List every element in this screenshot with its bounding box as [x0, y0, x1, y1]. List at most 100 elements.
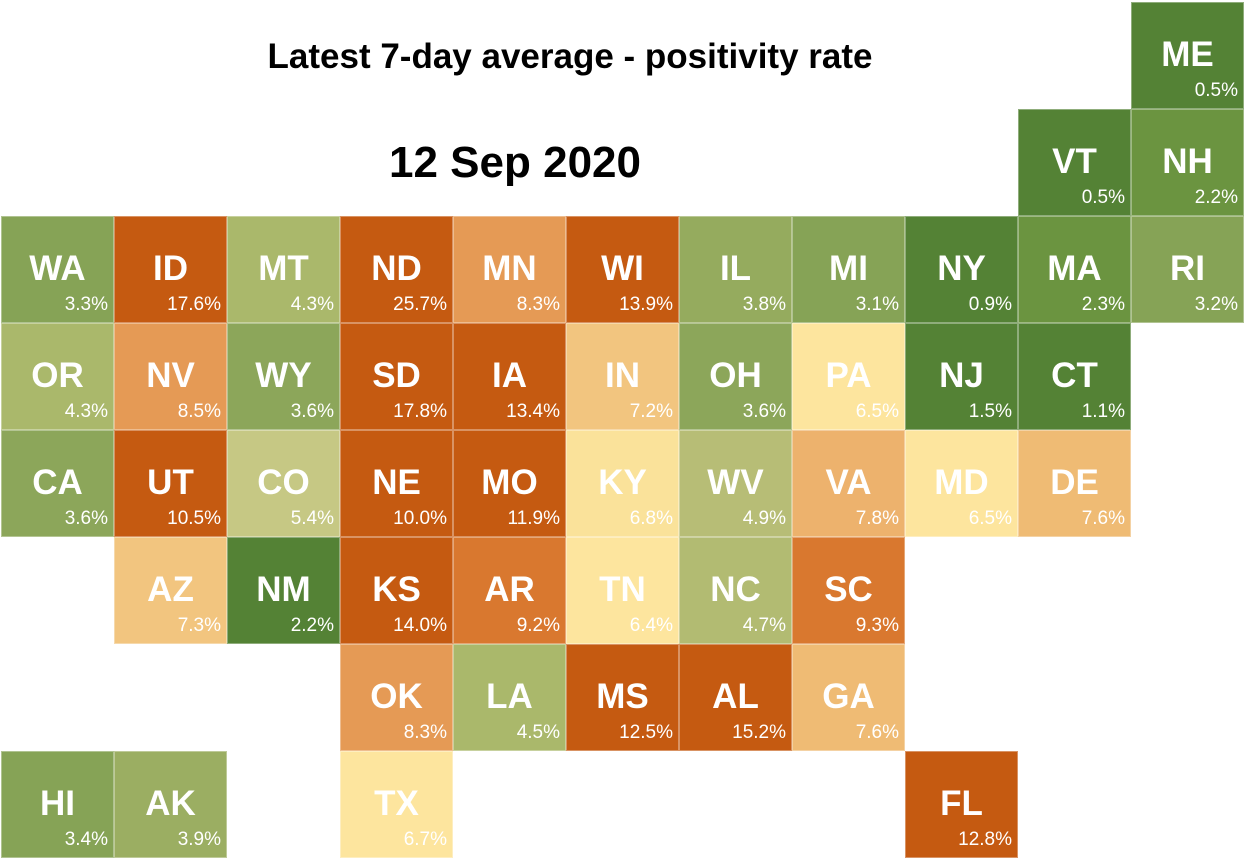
state-abbr: DE [1050, 463, 1099, 502]
state-positivity-value: 7.3% [177, 615, 221, 636]
state-positivity-value: 3.6% [742, 401, 786, 422]
state-tile-or: OR 4.3% [1, 323, 114, 430]
state-positivity-value: 7.6% [855, 722, 899, 743]
state-positivity-value: 3.9% [177, 829, 221, 850]
state-abbr: WA [29, 249, 86, 288]
state-positivity-value: 13.9% [619, 294, 673, 315]
state-abbr: SC [824, 570, 873, 609]
state-abbr: MI [829, 249, 868, 288]
state-abbr: CA [32, 463, 83, 502]
state-positivity-value: 4.3% [64, 401, 108, 422]
state-abbr: OR [31, 356, 84, 395]
state-tile-ks: KS 14.0% [340, 537, 453, 644]
state-positivity-value: 0.5% [1081, 187, 1125, 208]
state-abbr: IN [605, 356, 640, 395]
map-date: 12 Sep 2020 [389, 138, 641, 187]
state-positivity-value: 3.3% [64, 294, 108, 315]
state-positivity-value: 7.2% [629, 401, 673, 422]
state-positivity-value: 3.8% [742, 294, 786, 315]
state-positivity-value: 2.2% [1194, 187, 1238, 208]
state-abbr: NJ [939, 356, 984, 395]
state-positivity-value: 6.8% [629, 508, 673, 529]
state-tile-ky: KY 6.8% [566, 430, 679, 537]
state-abbr: OK [370, 677, 423, 716]
state-tile-sd: SD 17.8% [340, 323, 453, 430]
state-positivity-value: 14.0% [393, 615, 447, 636]
state-abbr: ND [371, 249, 422, 288]
state-abbr: PA [825, 356, 872, 395]
state-tile-tn: TN 6.4% [566, 537, 679, 644]
state-positivity-value: 9.2% [516, 615, 560, 636]
state-positivity-value: 3.6% [290, 401, 334, 422]
state-abbr: CT [1051, 356, 1098, 395]
state-tile-mi: MI 3.1% [792, 216, 905, 323]
state-tile-nh: NH 2.2% [1131, 109, 1244, 216]
state-abbr: ID [153, 249, 188, 288]
state-tile-wa: WA 3.3% [1, 216, 114, 323]
state-tile-sc: SC 9.3% [792, 537, 905, 644]
state-abbr: RI [1170, 249, 1205, 288]
state-tile-in: IN 7.2% [566, 323, 679, 430]
state-abbr: KY [598, 463, 647, 502]
state-tile-ga: GA 7.6% [792, 644, 905, 751]
state-abbr: MA [1047, 249, 1102, 288]
state-tile-co: CO 5.4% [227, 430, 340, 537]
state-tile-id: ID 17.6% [114, 216, 227, 323]
state-abbr: LA [486, 677, 533, 716]
state-positivity-value: 10.5% [167, 508, 221, 529]
state-positivity-value: 8.3% [403, 722, 447, 743]
state-abbr: TN [599, 570, 646, 609]
state-tile-md: MD 6.5% [905, 430, 1018, 537]
state-positivity-value: 6.7% [403, 829, 447, 850]
state-abbr: HI [40, 784, 75, 823]
state-positivity-value: 3.1% [855, 294, 899, 315]
state-positivity-value: 4.3% [290, 294, 334, 315]
state-positivity-value: 13.4% [506, 401, 560, 422]
state-tile-ar: AR 9.2% [453, 537, 566, 644]
state-tile-nd: ND 25.7% [340, 216, 453, 323]
state-abbr: WY [255, 356, 312, 395]
state-positivity-value: 1.1% [1081, 401, 1125, 422]
state-abbr: MD [934, 463, 989, 502]
state-positivity-value: 6.4% [629, 615, 673, 636]
state-tile-az: AZ 7.3% [114, 537, 227, 644]
state-tile-nc: NC 4.7% [679, 537, 792, 644]
state-positivity-value: 17.6% [167, 294, 221, 315]
state-tile-ak: AK 3.9% [114, 751, 227, 858]
state-tile-mt: MT 4.3% [227, 216, 340, 323]
state-positivity-value: 12.8% [958, 829, 1012, 850]
state-positivity-value: 8.5% [177, 401, 221, 422]
state-tile-de: DE 7.6% [1018, 430, 1131, 537]
state-positivity-value: 11.9% [507, 508, 560, 529]
state-positivity-value: 15.2% [732, 722, 786, 743]
state-abbr: MO [481, 463, 538, 502]
state-abbr: SD [372, 356, 421, 395]
state-abbr: UT [147, 463, 194, 502]
state-abbr: IA [492, 356, 527, 395]
state-tile-ct: CT 1.1% [1018, 323, 1131, 430]
state-tile-oh: OH 3.6% [679, 323, 792, 430]
state-abbr: AK [145, 784, 196, 823]
state-tile-ny: NY 0.9% [905, 216, 1018, 323]
state-abbr: AZ [147, 570, 194, 609]
state-positivity-value: 2.2% [290, 615, 334, 636]
state-positivity-value: 12.5% [619, 722, 673, 743]
state-abbr: OH [709, 356, 762, 395]
state-positivity-value: 7.8% [855, 508, 899, 529]
state-tile-hi: HI 3.4% [1, 751, 114, 858]
state-tile-il: IL 3.8% [679, 216, 792, 323]
state-abbr: NH [1162, 142, 1213, 181]
state-tile-nj: NJ 1.5% [905, 323, 1018, 430]
state-abbr: NV [146, 356, 195, 395]
state-tile-ca: CA 3.6% [1, 430, 114, 537]
state-positivity-value: 25.7% [393, 294, 447, 315]
state-tile-va: VA 7.8% [792, 430, 905, 537]
state-positivity-value: 6.5% [855, 401, 899, 422]
state-positivity-value: 1.5% [968, 401, 1012, 422]
state-abbr: TX [374, 784, 419, 823]
state-abbr: CO [257, 463, 310, 502]
state-positivity-value: 9.3% [855, 615, 899, 636]
state-positivity-value: 3.4% [64, 829, 108, 850]
state-positivity-value: 4.9% [742, 508, 786, 529]
